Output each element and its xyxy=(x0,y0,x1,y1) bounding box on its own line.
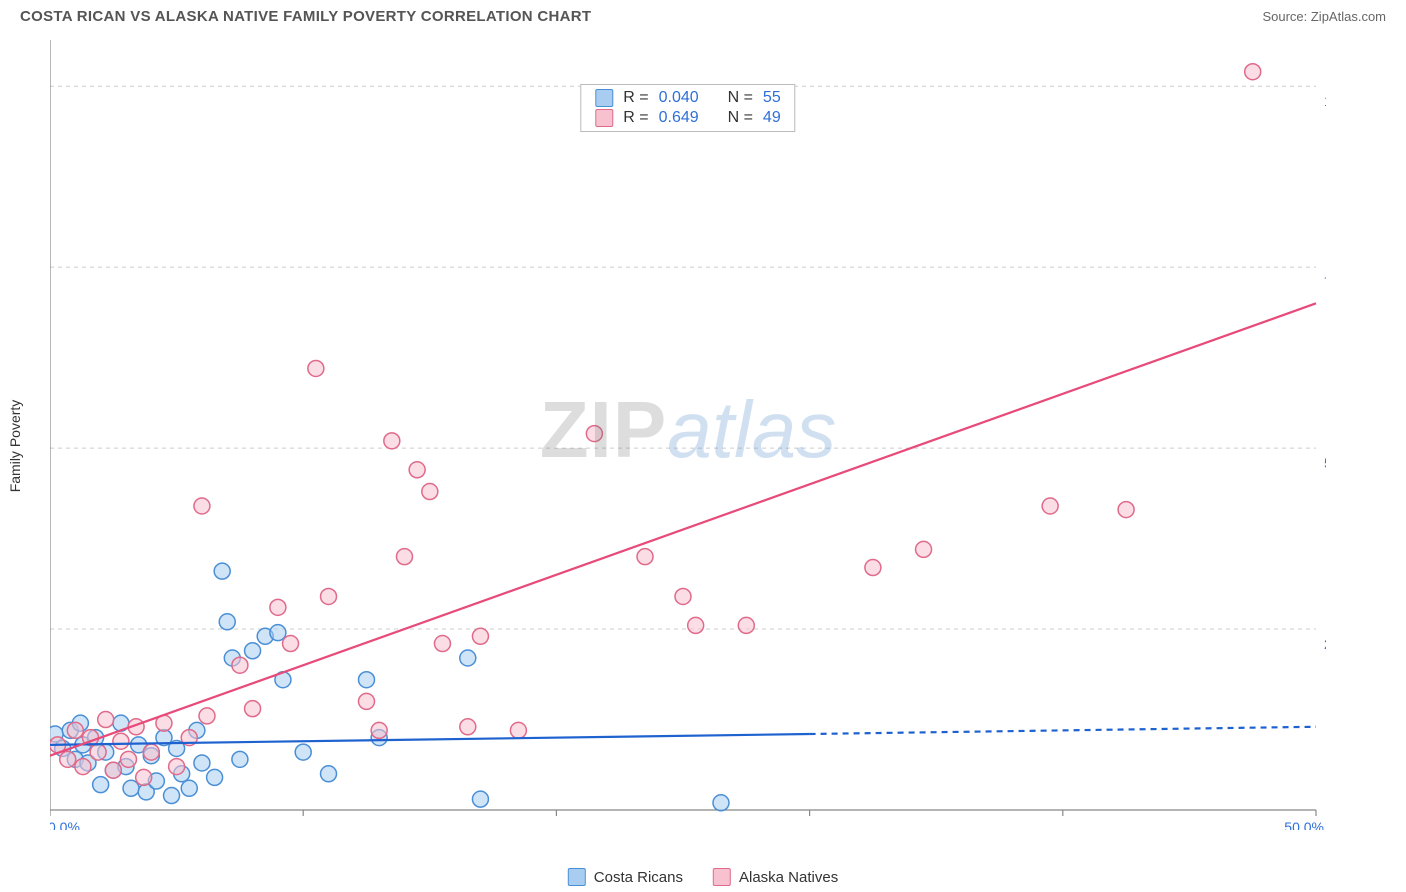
data-point xyxy=(181,780,197,796)
data-point xyxy=(67,722,83,738)
legend-item: Alaska Natives xyxy=(713,868,838,886)
data-point xyxy=(169,759,185,775)
r-label: R = xyxy=(623,89,648,107)
data-point xyxy=(120,751,136,767)
correlation-legend-row: R = 0.040 N = 55 xyxy=(595,89,780,107)
data-point xyxy=(113,733,129,749)
data-point xyxy=(245,701,261,717)
n-label: N = xyxy=(728,89,753,107)
legend-item: Costa Ricans xyxy=(568,868,683,886)
r-value: 0.649 xyxy=(659,109,699,127)
data-point xyxy=(60,751,76,767)
data-point xyxy=(865,560,881,576)
data-point xyxy=(308,360,324,376)
data-point xyxy=(164,788,180,804)
data-point xyxy=(93,777,109,793)
data-point xyxy=(409,462,425,478)
header: COSTA RICAN VS ALASKA NATIVE FAMILY POVE… xyxy=(0,0,1406,29)
data-point xyxy=(472,628,488,644)
legend-swatch xyxy=(595,89,613,107)
data-point xyxy=(713,795,729,811)
data-point xyxy=(1245,64,1261,80)
data-point xyxy=(637,549,653,565)
data-point xyxy=(232,657,248,673)
data-point xyxy=(98,712,114,728)
data-point xyxy=(371,722,387,738)
data-point xyxy=(460,650,476,666)
r-value: 0.040 xyxy=(659,89,699,107)
data-point xyxy=(105,762,121,778)
data-point xyxy=(207,769,223,785)
trend-line xyxy=(50,303,1316,755)
data-point xyxy=(1118,502,1134,518)
data-point xyxy=(422,484,438,500)
legend-swatch xyxy=(568,868,586,886)
data-point xyxy=(123,780,139,796)
y-tick-label: 100.0% xyxy=(1324,93,1326,109)
y-tick-label: 50.0% xyxy=(1324,455,1326,471)
data-point xyxy=(245,643,261,659)
data-point xyxy=(194,755,210,771)
data-point xyxy=(359,672,375,688)
correlation-legend: R = 0.040 N = 55 R = 0.649 N = 49 xyxy=(580,84,795,132)
legend-swatch xyxy=(595,109,613,127)
chart-title: COSTA RICAN VS ALASKA NATIVE FAMILY POVE… xyxy=(20,8,591,25)
legend-swatch xyxy=(713,868,731,886)
data-point xyxy=(321,766,337,782)
n-label: N = xyxy=(728,109,753,127)
n-value: 55 xyxy=(763,89,781,107)
data-point xyxy=(270,625,286,641)
data-point xyxy=(472,791,488,807)
legend-label: Costa Ricans xyxy=(594,869,683,886)
data-point xyxy=(434,636,450,652)
data-point xyxy=(396,549,412,565)
data-point xyxy=(136,769,152,785)
data-point xyxy=(688,617,704,633)
x-tick-label: 50.0% xyxy=(1284,819,1324,830)
data-point xyxy=(194,498,210,514)
data-point xyxy=(199,708,215,724)
x-tick-label: 0.0% xyxy=(50,819,80,830)
y-tick-label: 25.0% xyxy=(1324,636,1326,652)
data-point xyxy=(916,541,932,557)
data-point xyxy=(214,563,230,579)
data-point xyxy=(143,744,159,760)
source-attribution: Source: ZipAtlas.com xyxy=(1262,9,1386,24)
correlation-legend-row: R = 0.649 N = 49 xyxy=(595,109,780,127)
data-point xyxy=(219,614,235,630)
legend-label: Alaska Natives xyxy=(739,869,838,886)
y-tick-label: 75.0% xyxy=(1324,274,1326,290)
data-point xyxy=(232,751,248,767)
scatter-chart: 25.0% 50.0% 75.0% 100.0% 0.0% 50.0% xyxy=(50,40,1326,830)
data-point xyxy=(738,617,754,633)
data-point xyxy=(321,588,337,604)
chart-container: Family Poverty 25.0%50.0%75.0%100.0%0.0%… xyxy=(50,40,1326,852)
data-point xyxy=(270,599,286,615)
data-point xyxy=(295,744,311,760)
n-value: 49 xyxy=(763,109,781,127)
data-point xyxy=(384,433,400,449)
y-axis-label: Family Poverty xyxy=(7,400,23,493)
data-point xyxy=(283,636,299,652)
trend-line-extrapolated xyxy=(810,727,1316,734)
data-point xyxy=(675,588,691,604)
data-point xyxy=(1042,498,1058,514)
data-point xyxy=(90,744,106,760)
data-point xyxy=(586,426,602,442)
data-point xyxy=(460,719,476,735)
data-point xyxy=(510,722,526,738)
r-label: R = xyxy=(623,109,648,127)
data-point xyxy=(75,759,91,775)
series-legend: Costa Ricans Alaska Natives xyxy=(568,868,838,886)
data-point xyxy=(359,693,375,709)
